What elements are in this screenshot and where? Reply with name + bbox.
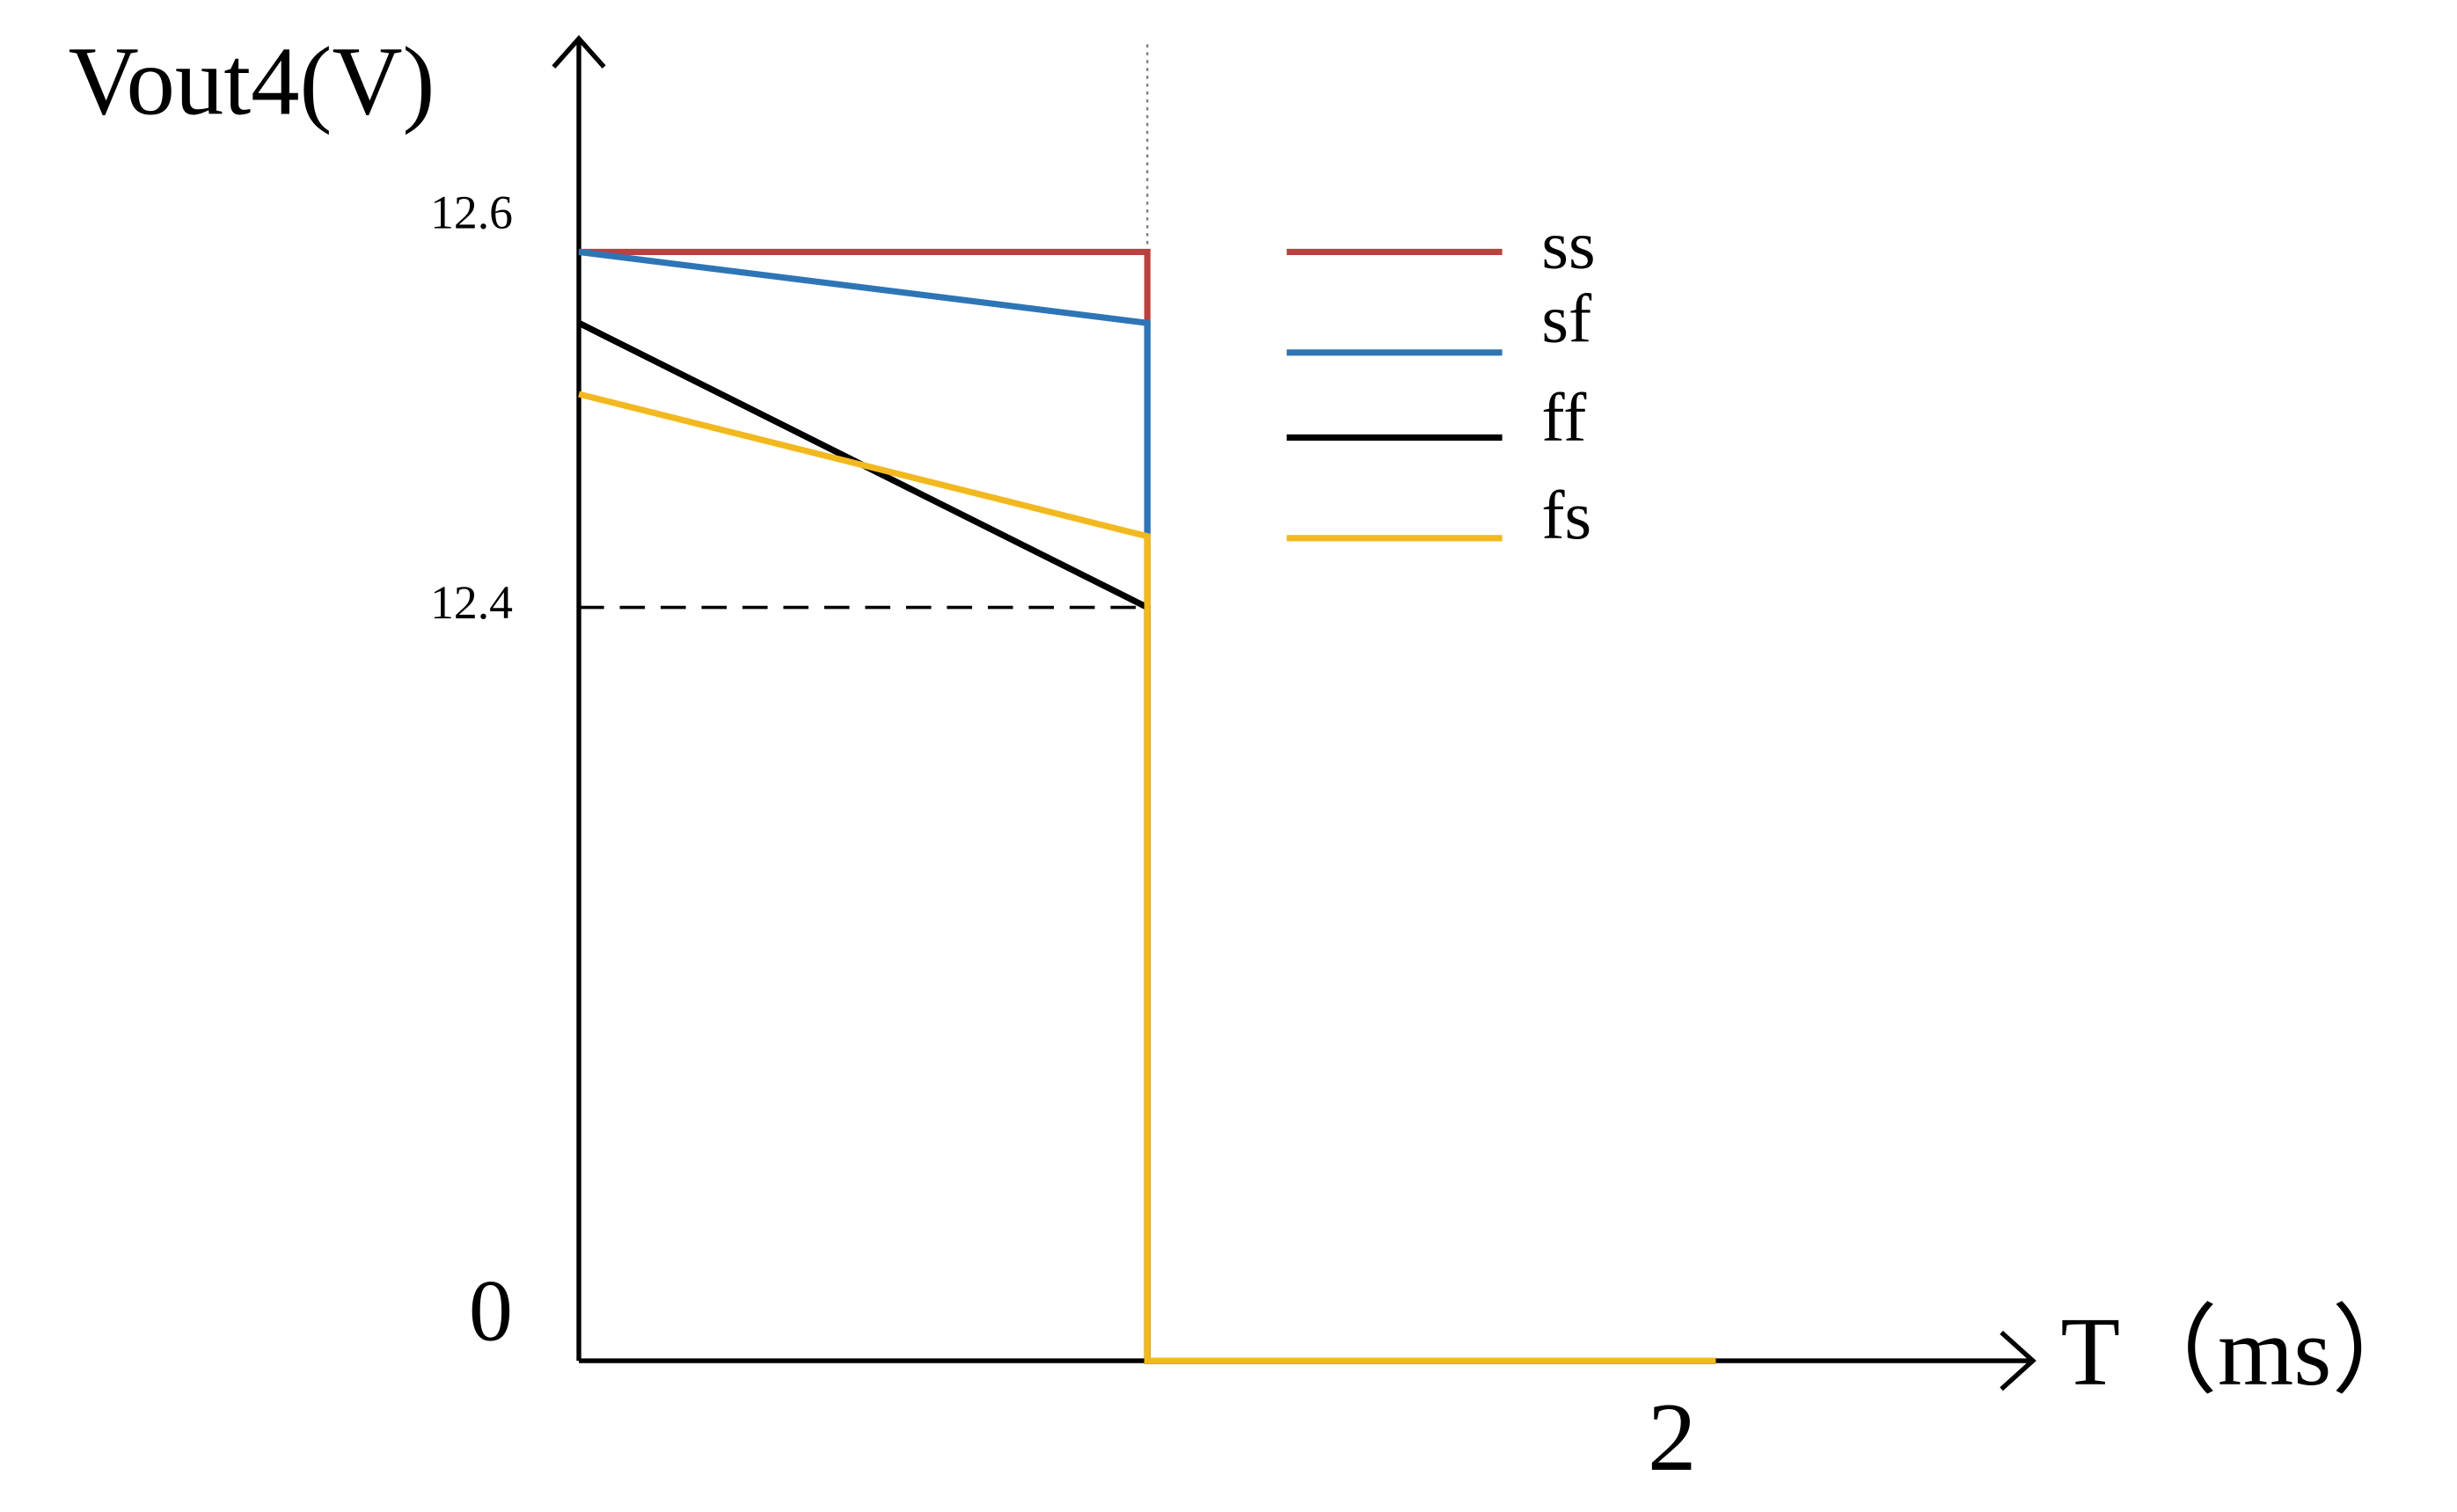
x-tick-label: 2	[1648, 1383, 1696, 1491]
y-tick-label: 12.4	[430, 576, 513, 629]
legend-label: ff	[1541, 380, 1587, 457]
y-axis	[552, 34, 606, 1362]
y-tick-label: 0	[469, 1262, 513, 1360]
y-tick-label: 12.6	[430, 186, 513, 238]
legend-label: fs	[1541, 478, 1591, 554]
legend-label: sf	[1541, 281, 1592, 358]
legend-label: ss	[1541, 207, 1595, 283]
x-axis-label: T（ms）	[2060, 1297, 2429, 1406]
y-axis-label: Vout4(V)	[69, 26, 435, 135]
series-line	[578, 391, 1716, 1364]
